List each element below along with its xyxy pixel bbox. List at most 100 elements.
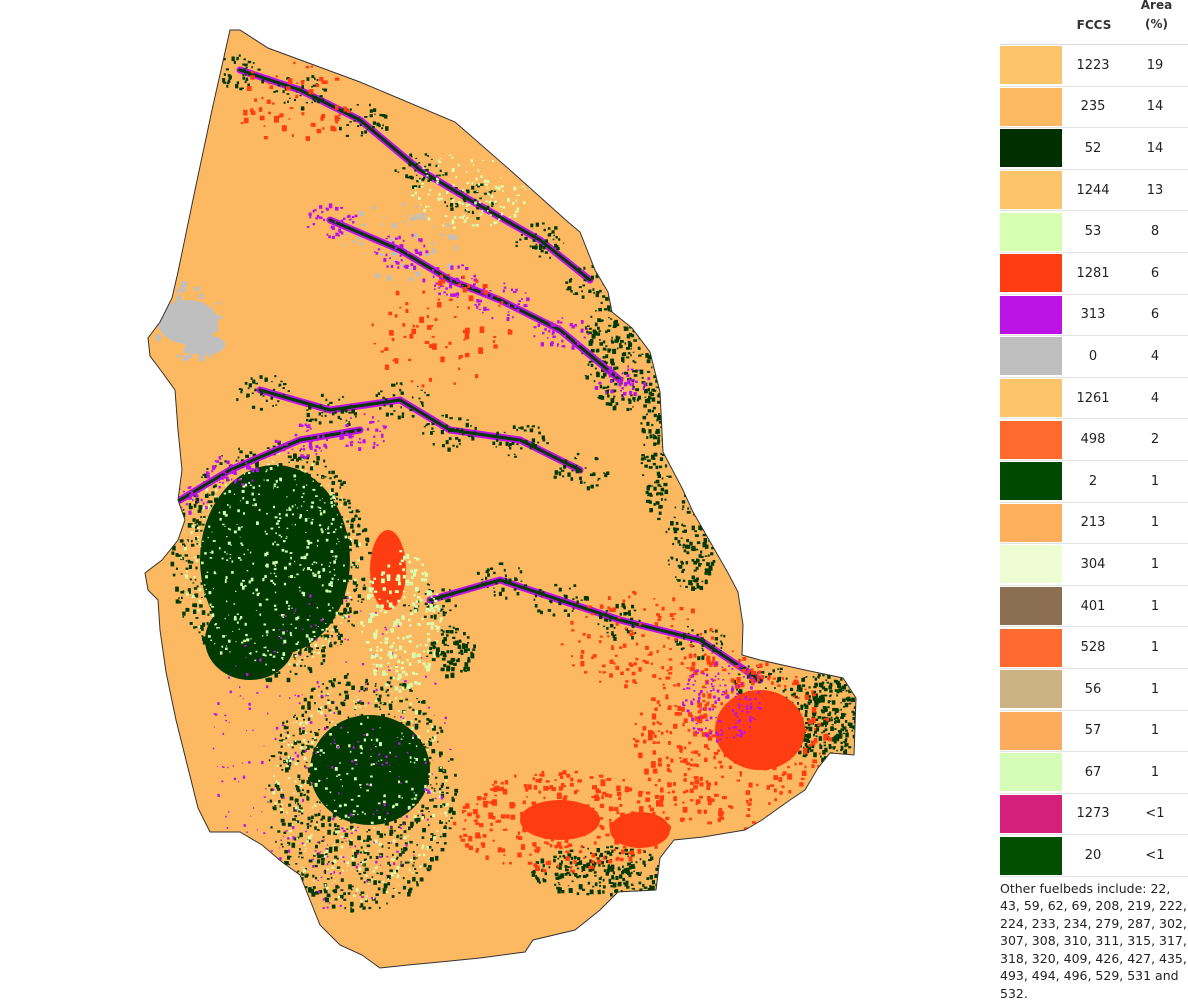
stream-channel — [238, 68, 592, 282]
legend-row: 56 1 — [1000, 669, 1188, 711]
legend-fccs-value: 1273 — [1076, 806, 1110, 822]
region-outline — [144, 29, 857, 969]
legend-header-area: Area (%) — [1125, 0, 1188, 44]
legend-row: 53 8 — [1000, 211, 1188, 253]
legend-swatch — [1000, 545, 1062, 584]
legend-fccs-value: 1261 — [1076, 390, 1110, 406]
legend-swatch — [1000, 628, 1062, 667]
legend-fccs-value: 235 — [1080, 99, 1106, 115]
legend-area-value: 1 — [1150, 640, 1160, 656]
legend-swatch — [1000, 46, 1062, 85]
legend-header-area-line1: Area — [1140, 0, 1173, 12]
valley-speckles — [492, 425, 549, 458]
legend-swatch — [1000, 836, 1062, 875]
legend-swatch — [1000, 462, 1062, 501]
legend-fccs-value: 213 — [1080, 515, 1106, 531]
legend-fccs-value: 528 — [1080, 640, 1106, 656]
legend-fccs-value: 1244 — [1076, 182, 1110, 198]
legend-area-value: <1 — [1145, 848, 1165, 864]
legend-area-value: 1 — [1150, 723, 1160, 739]
grass-speckles — [360, 550, 443, 693]
legend-fccs-value: 1223 — [1076, 57, 1110, 73]
valley-speckles — [533, 583, 589, 617]
purple-speckles — [212, 594, 452, 909]
legend-swatch — [1000, 503, 1062, 542]
legend-row: 67 1 — [1000, 752, 1188, 794]
legend-swatch — [1000, 129, 1062, 168]
legend-area-value: 13 — [1146, 182, 1164, 198]
valley-speckles — [533, 317, 590, 350]
red-speckles — [453, 770, 671, 873]
valley-speckles — [595, 603, 641, 641]
valley-speckles — [394, 153, 448, 189]
legend-area-value: 6 — [1150, 265, 1160, 281]
legend-area-value: 1 — [1150, 598, 1160, 614]
legend-fccs-value: 0 — [1088, 348, 1098, 364]
purple-speckles — [682, 661, 762, 743]
valley-speckles — [205, 456, 259, 489]
valley-speckles — [476, 562, 528, 600]
stream-channel — [258, 388, 582, 472]
valley-speckles — [375, 382, 430, 420]
legend-area-value: 8 — [1150, 224, 1160, 240]
gray-speckles — [342, 202, 458, 282]
legend-swatch — [1000, 587, 1062, 626]
valley-speckles — [474, 282, 530, 322]
legend-fccs-value: 67 — [1084, 764, 1102, 780]
legend-row: 20 <1 — [1000, 835, 1188, 877]
legend-swatch — [1000, 420, 1062, 459]
legend-fccs-value: 304 — [1080, 556, 1106, 572]
legend-swatch — [1000, 254, 1062, 293]
map-features — [151, 54, 856, 913]
legend-area-value: 1 — [1150, 473, 1160, 489]
forest-speckles — [426, 625, 476, 679]
legend-fccs-value: 56 — [1084, 681, 1102, 697]
legend-fccs-value: 1281 — [1076, 265, 1110, 281]
legend: FCCS Area (%) 1223 19 235 14 52 14 1244 13 53 8 12… — [1000, 0, 1188, 1000]
legend-area-value: 6 — [1150, 307, 1160, 323]
valley-speckles — [515, 222, 565, 259]
legend-row: 1223 19 — [1000, 45, 1188, 87]
legend-swatch — [1000, 379, 1062, 418]
legend-row: 1273 <1 — [1000, 794, 1188, 836]
fuelbed-map[interactable] — [0, 0, 990, 1000]
legend-row: 52 14 — [1000, 128, 1188, 170]
legend-swatch — [1000, 670, 1062, 709]
valley-speckles — [274, 423, 328, 460]
legend-area-value: <1 — [1145, 806, 1165, 822]
legend-area-value: 1 — [1150, 764, 1160, 780]
legend-row: 1281 6 — [1000, 253, 1188, 295]
forest-speckles — [530, 845, 668, 897]
valley-speckles — [338, 103, 389, 137]
legend-area-value: 14 — [1146, 140, 1164, 156]
valley-speckles — [306, 203, 358, 239]
legend-swatch — [1000, 87, 1062, 126]
legend-fccs-value: 20 — [1084, 848, 1102, 864]
red-speckles — [560, 591, 714, 690]
legend-header: FCCS Area (%) — [1000, 0, 1188, 45]
legend-row: 304 1 — [1000, 544, 1188, 586]
legend-area-value: 2 — [1150, 432, 1160, 448]
legend-swatch — [1000, 212, 1062, 251]
grass-speckles — [411, 154, 531, 229]
legend-swatch — [1000, 794, 1062, 833]
legend-rows: 1223 19 235 14 52 14 1244 13 53 8 1281 6 313 6 0 4 1261 4… — [1000, 45, 1188, 877]
legend-swatch — [1000, 711, 1062, 750]
map-fill — [145, 30, 856, 968]
legend-row: 313 6 — [1000, 295, 1188, 337]
legend-row: 57 1 — [1000, 711, 1188, 753]
legend-swatch — [1000, 171, 1062, 210]
legend-row: 401 1 — [1000, 586, 1188, 628]
legend-row: 498 2 — [1000, 419, 1188, 461]
stream-channel — [328, 218, 622, 382]
legend-fccs-value: 401 — [1080, 598, 1106, 614]
legend-area-value: 1 — [1150, 556, 1160, 572]
legend-area-value: 19 — [1146, 57, 1164, 73]
legend-row: 528 1 — [1000, 627, 1188, 669]
legend-area-value: 1 — [1150, 515, 1160, 531]
legend-area-value: 14 — [1146, 99, 1164, 115]
gray-speckles — [151, 281, 225, 362]
